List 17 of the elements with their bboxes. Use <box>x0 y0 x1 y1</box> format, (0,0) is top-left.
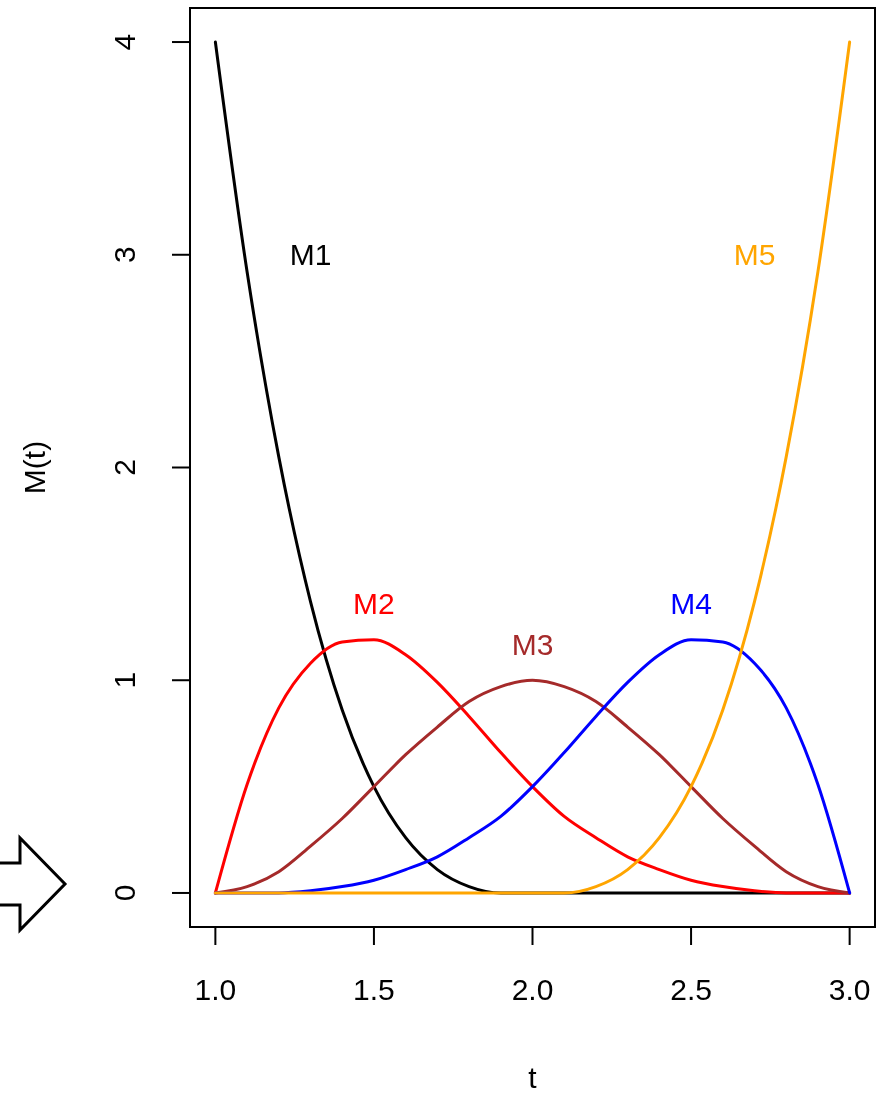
y-tick-label: 1 <box>108 671 141 689</box>
series-label: M2 <box>353 587 395 621</box>
series-label: M1 <box>289 238 332 272</box>
series-label: M3 <box>511 627 554 661</box>
y-axis-title: M(t) <box>18 440 51 495</box>
x-tick-label: 2.5 <box>670 973 712 1006</box>
x-tick-label: 3.0 <box>828 973 871 1006</box>
y-tick-label: 3 <box>108 246 141 264</box>
x-axis-title: t <box>528 1061 538 1094</box>
y-tick-label: 4 <box>108 33 141 51</box>
y-tick-label: 2 <box>108 459 141 476</box>
series-label: M4 <box>670 587 712 621</box>
y-tick-label: 0 <box>108 884 141 902</box>
x-tick-label: 1.5 <box>353 973 395 1006</box>
x-tick-label: 1.0 <box>194 973 237 1006</box>
x-tick-label: 2.0 <box>511 973 554 1006</box>
series-label: M5 <box>733 238 776 272</box>
